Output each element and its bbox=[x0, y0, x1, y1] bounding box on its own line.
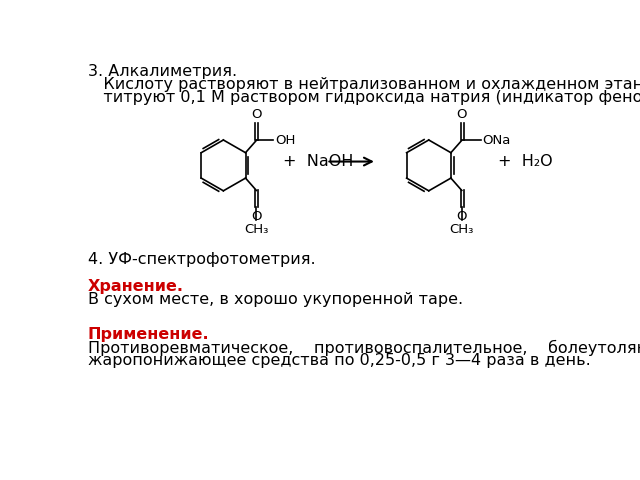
Text: +  NaOH: + NaOH bbox=[283, 154, 353, 169]
Text: Применение.: Применение. bbox=[88, 327, 209, 342]
Text: 4. УФ-спектрофотометрия.: 4. УФ-спектрофотометрия. bbox=[88, 252, 316, 267]
Text: +  H₂O: + H₂O bbox=[499, 154, 553, 169]
Text: ONa: ONa bbox=[483, 134, 511, 147]
Text: 3. Алкалиметрия.: 3. Алкалиметрия. bbox=[88, 64, 237, 79]
Text: титруют 0,1 М раствором гидроксида натрия (индикатор фенолфталеин).: титруют 0,1 М раствором гидроксида натри… bbox=[88, 90, 640, 105]
Text: CH₃: CH₃ bbox=[244, 223, 269, 236]
Text: O: O bbox=[251, 210, 262, 223]
Text: O: O bbox=[251, 108, 262, 121]
Text: OH: OH bbox=[275, 134, 295, 147]
Text: Противоревматическое,    противовоспалительное,    болеутоляющее  и: Противоревматическое, противовоспалитель… bbox=[88, 340, 640, 356]
Text: O: O bbox=[456, 210, 467, 223]
Text: В сухом месте, в хорошо укупоренной таре.: В сухом месте, в хорошо укупоренной таре… bbox=[88, 292, 463, 308]
Text: жаропонижающее средства по 0,25-0,5 г 3—4 раза в день.: жаропонижающее средства по 0,25-0,5 г 3—… bbox=[88, 353, 591, 368]
Text: Хранение.: Хранение. bbox=[88, 279, 184, 294]
Text: Кислоту растворяют в нейтрализованном и охлажденном этаноле и: Кислоту растворяют в нейтрализованном и … bbox=[88, 77, 640, 92]
Text: CH₃: CH₃ bbox=[449, 223, 474, 236]
Text: O: O bbox=[456, 108, 467, 121]
